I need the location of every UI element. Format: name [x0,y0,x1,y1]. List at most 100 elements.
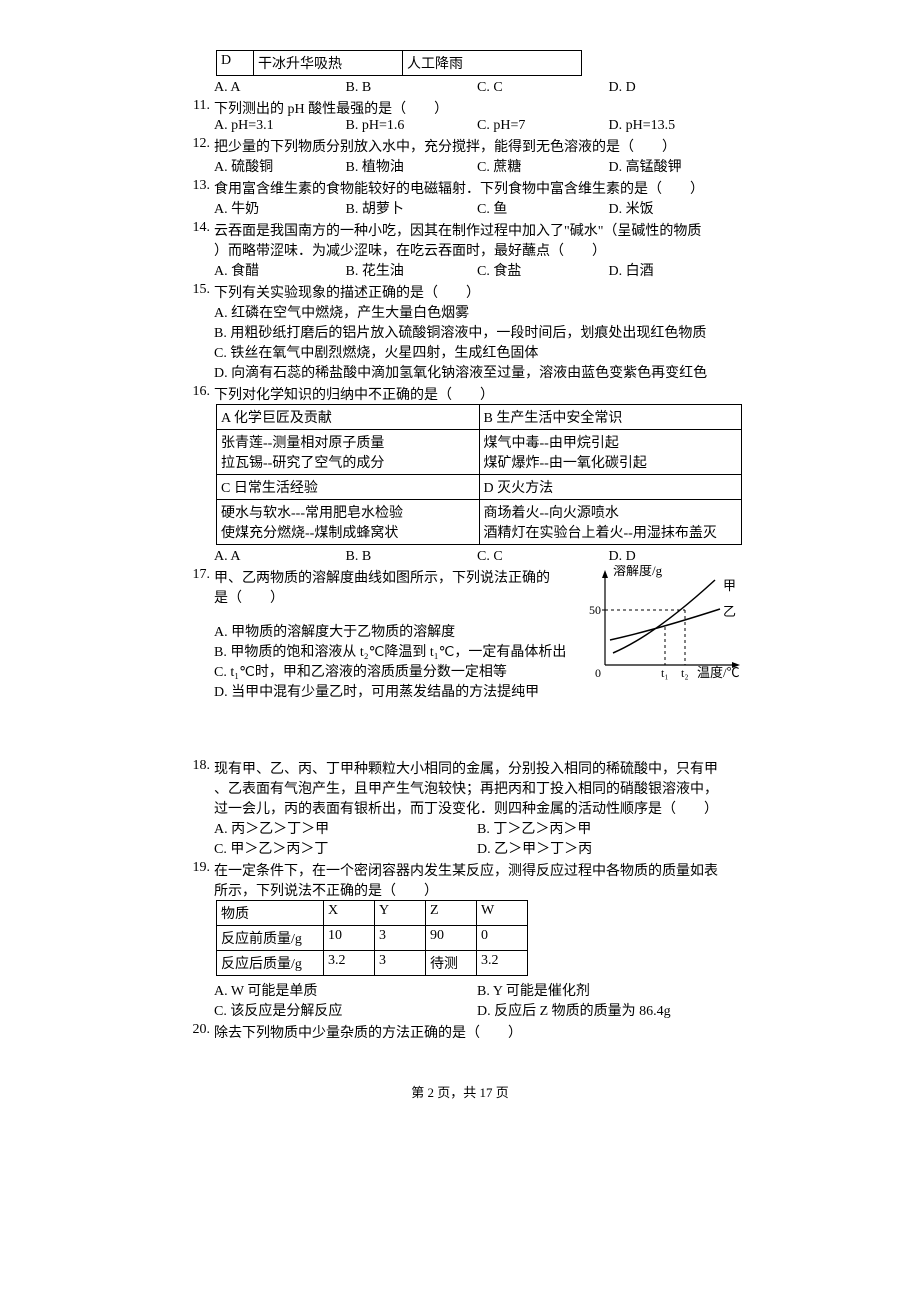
q13-stem: 食用富含维生素的食物能较好的电磁辐射．下列食物中富含维生素的是（ ） [214,178,740,198]
cell: D [217,51,254,76]
cell: 物质 [217,901,324,926]
q10-table-fragment: D 干冰升华吸热 人工降雨 [216,50,582,76]
opt-b: B. 丁＞乙＞丙＞甲 [477,818,740,838]
q18-stem-line3: 过一会儿，丙的表面有银析出，而丁没变化．则四种金属的活动性顺序是（ ） [214,798,740,818]
q13-num: 13. [180,178,214,194]
q15-opt-a: A. 红磷在空气中燃烧，产生大量白色烟雾 [214,302,740,322]
opt-c: C. 甲＞乙＞丙＞丁 [214,838,477,858]
cell-d-body: 商场着火--向火源喷水 酒精灯在实验台上着火--用湿抹布盖灭 [479,500,742,545]
svg-text:0: 0 [595,666,601,680]
cell: 反应后质量/g [217,951,324,976]
q17-opt-a: A. 甲物质的溶解度大于乙物质的溶解度 [214,621,564,641]
q16-options: A. A B. B C. C D. D [214,549,740,565]
opt-c: C. 蔗糖 [477,156,609,176]
cell-b-title: B 生产生活中安全常识 [479,405,742,430]
series-jia: 甲 [723,578,736,593]
line: 酒精灯在实验台上着火--用湿抹布盖灭 [484,522,738,542]
q12-stem: 把少量的下列物质分别放入水中，充分搅拌，能得到无色溶液的是（ ） [214,136,740,156]
x-tick-t1: t₁ [661,666,669,680]
q14-stem-line1: 云吞面是我国南方的一种小吃，因其在制作过程中加入了"碱水"（呈碱性的物质 [214,220,740,240]
q18-stem-line2: 、乙表面有气泡产生，且甲产生气泡较快；再把丙和丁投入相同的硝酸银溶液中， [214,778,740,798]
q20-stem: 除去下列物质中少量杂质的方法正确的是（ ） [214,1022,740,1042]
q15-opt-b: B. 用粗砂纸打磨后的铝片放入硫酸铜溶液中，一段时间后，划痕处出现红色物质 [214,322,740,342]
cell: Y [375,901,426,926]
q17-opt-d: D. 当甲中混有少量乙时，可用蒸发结晶的方法提纯甲 [214,681,740,701]
q16-num: 16. [180,384,214,400]
cell-a-body: 张青莲--测量相对原子质量 拉瓦锡--研究了空气的成分 [217,430,480,475]
line: 煤气中毒--由甲烷引起 [484,432,738,452]
cell: 3 [375,951,426,976]
cell: W [477,901,528,926]
opt-a: A. A [214,80,346,96]
line: 硬水与软水---常用肥皂水检验 [221,502,475,522]
cell: 3 [375,926,426,951]
opt-b: B. Y 可能是催化剂 [477,980,740,1000]
line: 煤矿爆炸--由一氧化碳引起 [484,452,738,472]
opt-c: C. 鱼 [477,198,609,218]
cell-c-body: 硬水与软水---常用肥皂水检验 使煤充分燃烧--煤制成蜂窝状 [217,500,480,545]
q14-stem-line2: ）而略带涩味．为减少涩味，在吃云吞面时，最好蘸点（ ） [214,240,740,260]
opt-c: C. C [477,80,609,96]
q12-num: 12. [180,136,214,152]
x-tick-t2: t₂ [681,666,689,680]
cell: 0 [477,926,528,951]
q16-table: A 化学巨匠及贡献 B 生产生活中安全常识 张青莲--测量相对原子质量 拉瓦锡-… [216,404,742,545]
opt-d: D. 米饭 [609,198,741,218]
q11-options: A. pH=3.1 B. pH=1.6 C. pH=7 D. pH=13.5 [214,118,740,134]
y-axis-label: 溶解度/g [613,565,663,578]
q11-num: 11. [180,98,214,114]
opt-c: C. 食盐 [477,260,609,280]
line: 商场着火--向火源喷水 [484,502,738,522]
q13-options: A. 牛奶 B. 胡萝卜 C. 鱼 D. 米饭 [214,198,740,218]
page-footer: 第 2 页，共 17 页 [180,1082,740,1101]
cell: 3.2 [477,951,528,976]
opt-d: D. 反应后 Z 物质的质量为 86.4g [477,1000,740,1020]
series-yi: 乙 [723,604,736,619]
opt-d: D. pH=13.5 [609,118,741,134]
q19-table: 物质 X Y Z W 反应前质量/g 10 3 90 0 反应后质量/g 3.2… [216,900,528,976]
q11-stem: 下列测出的 pH 酸性最强的是（ ） [214,98,740,118]
opt-a: A. 硫酸铜 [214,156,346,176]
opt-a: A. pH=3.1 [214,118,346,134]
opt-a: A. A [214,549,346,565]
opt-a: A. 食醋 [214,260,346,280]
q12-options: A. 硫酸铜 B. 植物油 C. 蔗糖 D. 高锰酸钾 [214,156,740,176]
q14-num: 14. [180,220,214,236]
opt-b: B. B [346,549,478,565]
cell: Z [426,901,477,926]
cell: 10 [324,926,375,951]
q19-options: A. W 可能是单质 B. Y 可能是催化剂 C. 该反应是分解反应 D. 反应… [214,980,740,1020]
opt-d: D. D [609,549,741,565]
cell-c-title: C 日常生活经验 [217,475,480,500]
cell: 3.2 [324,951,375,976]
q15-opt-d: D. 向滴有石蕊的稀盐酸中滴加氢氧化钠溶液至过量，溶液由蓝色变紫色再变红色 [214,362,740,382]
opt-d: D. 高锰酸钾 [609,156,741,176]
cell: 干冰升华吸热 [254,51,403,76]
opt-d: D. 白酒 [609,260,741,280]
cell: 反应前质量/g [217,926,324,951]
opt-c: C. 该反应是分解反应 [214,1000,477,1020]
q15-num: 15. [180,282,214,298]
q19-stem-line1: 在一定条件下，在一个密闭容器内发生某反应，测得反应过程中各物质的质量如表 [214,860,740,880]
opt-a: A. 丙＞乙＞丁＞甲 [214,818,477,838]
line: 张青莲--测量相对原子质量 [221,432,475,452]
q16-stem: 下列对化学知识的归纳中不正确的是（ ） [214,384,740,404]
q14-options: A. 食醋 B. 花生油 C. 食盐 D. 白酒 [214,260,740,280]
line: 使煤充分燃烧--煤制成蜂窝状 [221,522,475,542]
cell: 90 [426,926,477,951]
cell-d-title: D 灭火方法 [479,475,742,500]
opt-b: B. 胡萝卜 [346,198,478,218]
x-axis-label: 温度/℃ [697,665,740,680]
opt-c: C. C [477,549,609,565]
line: 拉瓦锡--研究了空气的成分 [221,452,475,472]
opt-b: B. B [346,80,478,96]
q17-stem-line2: 是（ ） [214,587,564,607]
q19-num: 19. [180,860,214,876]
q15-opt-c: C. 铁丝在氧气中剧烈燃烧，火星四射，生成红色固体 [214,342,740,362]
opt-b: B. 花生油 [346,260,478,280]
q19-stem-line2: 所示，下列说法不正确的是（ ） [214,880,740,900]
opt-b: B. pH=1.6 [346,118,478,134]
q18-stem-line1: 现有甲、乙、丙、丁甲种颗粒大小相同的金属，分别投入相同的稀硫酸中，只有甲 [214,758,740,778]
cell: 人工降雨 [403,51,582,76]
q17-solubility-chart: 50 溶解度/g 甲 乙 t₁ t₂ 温度/℃ 0 [585,565,750,680]
